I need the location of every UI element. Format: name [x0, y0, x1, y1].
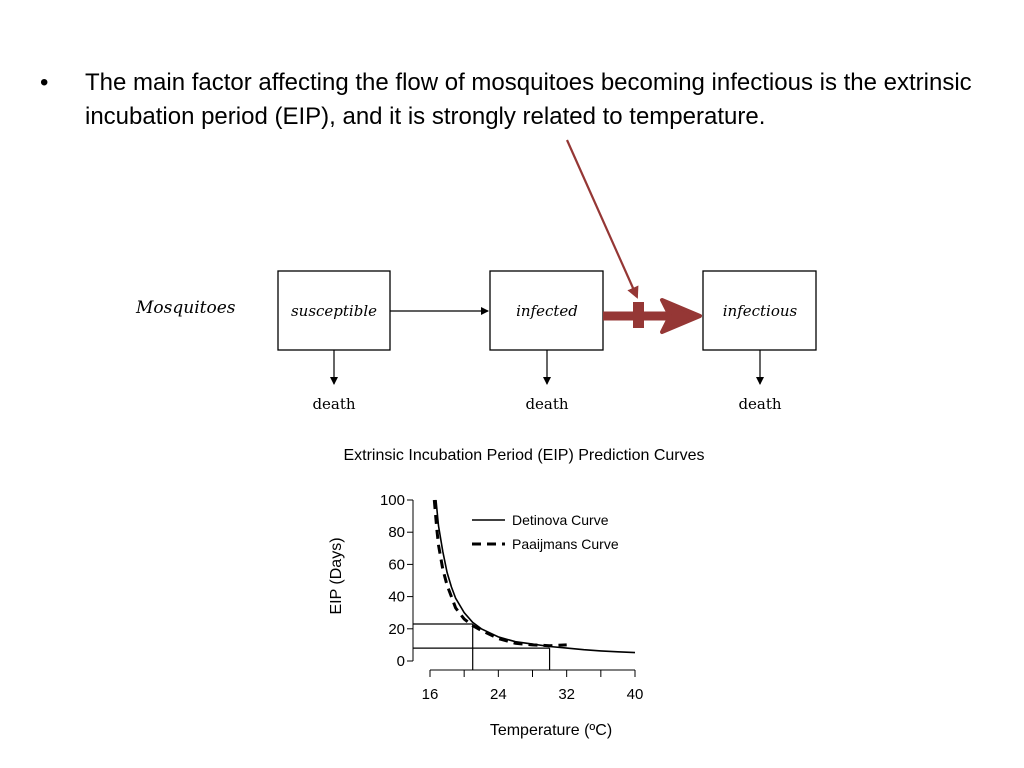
y-tick-label: 80: [388, 524, 405, 541]
y-tick-label: 0: [397, 653, 405, 670]
legend-label: Paaijmans Curve: [512, 536, 619, 552]
legend-label: Detinova Curve: [512, 512, 609, 528]
death-exit-infected: death: [525, 350, 569, 413]
box-infected: infected: [489, 270, 604, 351]
death-label-3: death: [738, 395, 781, 413]
box-susceptible: susceptible: [277, 270, 391, 351]
death-exit-infectious: death: [738, 350, 782, 413]
x-tick-label: 24: [490, 686, 507, 703]
box-susceptible-label: susceptible: [291, 302, 377, 320]
x-tick-label: 40: [627, 686, 644, 703]
death-label-2: death: [525, 395, 568, 413]
x-tick-label: 16: [422, 686, 439, 703]
y-tick-label: 100: [380, 492, 405, 509]
box-infectious-label: infectious: [723, 302, 798, 320]
y-tick-label: 20: [388, 621, 405, 638]
y-tick-label: 60: [388, 556, 405, 573]
pointer-arrow: [565, 139, 639, 299]
y-tick-label: 40: [388, 589, 405, 606]
rate-marker: [633, 302, 644, 328]
bullet-text: The main factor affecting the flow of mo…: [85, 69, 972, 130]
arrow-infected-to-infectious: [603, 298, 702, 334]
chart-title: Extrinsic Incubation Period (EIP) Predic…: [343, 447, 704, 464]
death-exit-susceptible: death: [312, 350, 356, 413]
eip-chart: 0 20 40 60 80 100 16 24 32 40 Detinova Curve Paaijm…: [380, 492, 643, 703]
series-line-paaijmans: [432, 499, 567, 648]
death-label-1: death: [312, 395, 355, 413]
chart-xlabel: Temperature (ºC): [490, 722, 612, 739]
bullet-symbol: •: [40, 69, 49, 96]
box-infectious: infectious: [702, 270, 817, 351]
chart-ylabel: EIP (Days): [328, 537, 345, 614]
x-tick-label: 32: [558, 686, 575, 703]
row-label-mosquitoes: Mosquitoes: [135, 298, 236, 318]
box-infected-label: infected: [516, 302, 578, 320]
